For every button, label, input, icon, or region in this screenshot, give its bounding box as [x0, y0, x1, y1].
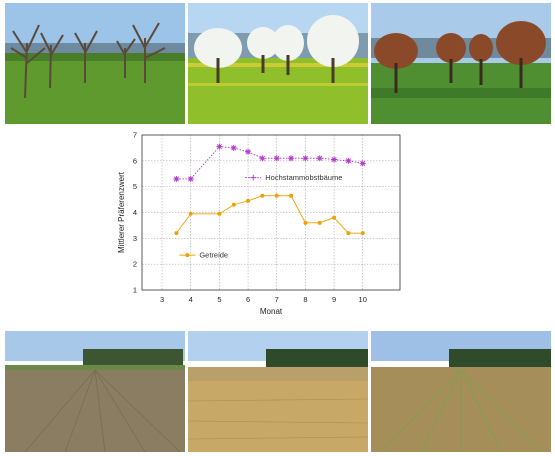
series-0-point: [245, 148, 252, 155]
series-0-point: [331, 156, 338, 163]
y-tick-label: 6: [133, 156, 137, 165]
photo-orchard-bare: [5, 3, 185, 124]
photo-field-plowed: [5, 331, 185, 452]
series-0-point: [216, 143, 223, 150]
series-label-getreide: Getreide: [199, 251, 228, 260]
x-tick-label: 9: [332, 295, 336, 304]
series-0-point: [302, 155, 309, 162]
series-label-hochstamm: Hochstammobstbäume: [265, 173, 342, 182]
series-1-point: [332, 215, 337, 220]
x-tick-label: 10: [359, 295, 367, 304]
series-1-point: [174, 231, 179, 236]
x-tick-label: 4: [189, 295, 193, 304]
series-1-point: [303, 220, 308, 225]
series-0-point: [359, 160, 366, 167]
series-1-point: [317, 220, 322, 225]
series-0-point: [187, 175, 194, 182]
series-label-marker-getreide: [179, 253, 196, 258]
series-1-point: [360, 231, 365, 236]
series-0-point: [316, 155, 323, 162]
y-tick-label: 4: [133, 208, 137, 217]
chart-grid: [142, 135, 400, 290]
chart-series: [173, 143, 366, 258]
series-1-point: [274, 193, 279, 198]
series-1-point: [217, 211, 222, 216]
series-1-point: [346, 231, 351, 236]
x-axis-label: Monat: [260, 307, 283, 316]
x-tick-label: 8: [303, 295, 307, 304]
series-1-point: [246, 198, 251, 203]
photo-orchard-blossom: [188, 3, 368, 124]
series-label-marker-hochstamm: [245, 174, 262, 181]
series-1-point: [289, 193, 294, 198]
series-1-point: [188, 211, 193, 216]
series-0-point: [230, 144, 237, 151]
y-tick-label: 3: [133, 234, 137, 243]
series-1-point: [231, 202, 236, 207]
photo-field-stubble: [371, 331, 551, 452]
x-tick-label: 3: [160, 295, 164, 304]
y-tick-label: 7: [133, 131, 137, 140]
y-tick-label: 1: [133, 286, 137, 295]
y-axis-label: Mittlerer Präferenzwert: [117, 171, 126, 253]
plot-frame: [141, 134, 401, 291]
series-0-point: [173, 175, 180, 182]
y-tick-label: 2: [133, 260, 137, 269]
series-1-point: [260, 193, 265, 198]
preference-chart: 1 2 3 4 5 6 7 3 4 5 6 7 8 9 10 Mittlerer Präferenzwert…: [117, 131, 401, 316]
series-0-point: [345, 157, 352, 164]
series-line-1: [176, 195, 363, 234]
series-0-point: [259, 155, 266, 162]
photo-orchard-autumn: [371, 3, 551, 124]
x-tick-label: 7: [275, 295, 279, 304]
series-0-point: [288, 155, 295, 162]
axis-ticks: 1 2 3 4 5 6 7 3 4 5 6 7 8 9 10: [133, 131, 367, 305]
x-tick-label: 5: [217, 295, 221, 304]
photo-field-ripe-grain: [188, 331, 368, 452]
x-tick-label: 6: [246, 295, 250, 304]
series-0-point: [273, 155, 280, 162]
y-tick-label: 5: [133, 182, 137, 191]
